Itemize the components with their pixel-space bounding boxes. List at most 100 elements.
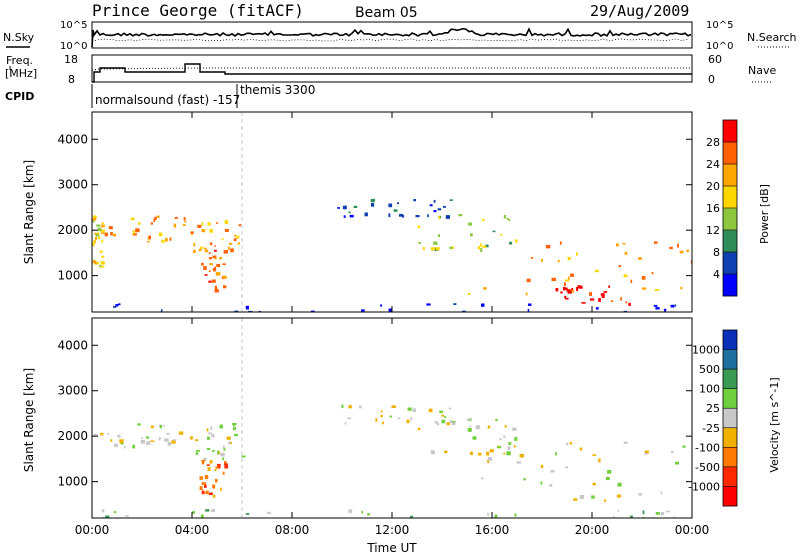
scatter-cell [438,215,441,220]
scatter-cell [654,289,660,291]
scatter-cell [361,510,364,514]
scatter-cell [183,217,186,221]
scatter-cell [436,423,440,426]
scatter-cell [234,310,239,312]
scatter-cell [174,217,178,219]
colorbar-segment [723,427,737,448]
scatter-cell [203,457,207,461]
scatter-cell [565,466,568,469]
scatter-cell [508,219,511,222]
scatter-cell [407,407,412,411]
scatter-cell [610,300,613,302]
scatter-cell [503,214,507,219]
velocity-y-axis: 1000 2000 3000 4000 [57,338,692,489]
scatter-cell [380,415,383,418]
scatter-cell [195,450,200,452]
scatter-cell [154,216,157,221]
scatter-cell [481,303,485,307]
freq-left-tick-high: 18 [64,53,78,66]
scatter-cell [472,436,477,440]
scatter-cell [589,298,595,301]
colorbar-segment [723,186,737,209]
scatter-cell [579,285,583,289]
scatter-cell [422,247,425,250]
scatter-cell [437,234,440,237]
scatter-cell [675,461,679,465]
scatter-cell [623,274,628,278]
scatter-cell [618,265,621,268]
scatter-cell [201,222,204,226]
scatter-cell [495,418,498,421]
scatter-cell [197,224,202,228]
scatter-cell [223,250,226,254]
scatter-cell [655,512,660,515]
scatter-cell [487,512,489,516]
colorbar-segment [723,252,737,275]
scatter-cell [169,237,172,241]
scatter-cell [93,243,95,247]
scatter-cell [569,442,572,445]
scatter-cell [92,259,96,264]
scatter-cell [120,442,124,445]
scatter-cell [104,232,108,237]
scatter-cell [680,286,683,290]
scatter-cell [673,516,676,518]
scatter-cell [564,279,570,282]
scatter-cell [427,214,429,218]
nave-right-tick-low: 0 [708,73,715,86]
scatter-cell [418,242,421,244]
nave-line [91,67,692,71]
scatter-cell [204,475,209,479]
scatter-cell [617,482,622,487]
scatter-cell [380,304,382,307]
scatter-cell [115,304,119,307]
velocity-colorbar-label: Velocity [m s^-1] [768,377,781,472]
scatter-cell [224,465,229,469]
frequency-line [92,63,692,83]
scatter-cell [214,249,217,252]
noise-panel: N.Sky 10^5 10^0 10^5 10^0 N.Search [3,20,797,52]
scatter-cell [192,511,195,514]
scatter-cell [223,463,228,466]
scatter-cell [630,279,633,283]
scatter-cell [549,484,553,487]
scatter-cell [124,445,126,449]
scatter-cell [190,231,194,234]
scatter-cell [204,274,208,276]
scatter-cell [591,495,595,499]
scatter-cell [110,439,113,442]
scatter-cell [113,305,117,308]
scatter-cell [567,256,571,261]
scatter-cell [214,469,217,471]
scatter-cell [108,226,113,230]
scatter-cell [500,234,503,236]
scatter-cell [207,436,210,440]
scatter-cell [203,266,207,270]
scatter-cell [267,511,271,515]
scatter-cell [616,243,619,247]
scatter-cell [466,418,472,421]
scatter-cell [388,308,392,312]
scatter-cell [210,426,213,430]
scatter-cell [530,256,533,259]
scatter-cell [638,493,642,496]
scatter-cell [216,222,219,224]
scatter-cell [406,419,410,424]
scatter-cell [101,222,104,224]
y-tick-label: 3000 [57,384,88,398]
scatter-cell [310,310,315,312]
scatter-cell [483,287,487,290]
scatter-cell [503,435,506,438]
scatter-cell [467,427,472,432]
scatter-cell [201,262,204,266]
scatter-cell [509,241,513,245]
scatter-cell [93,433,98,436]
scatter-cell [579,495,584,499]
scatter-cell [214,245,216,247]
scatter-cell [353,205,358,208]
scatter-cell [221,238,224,241]
scatter-cell [92,242,94,246]
scatter-cell [96,224,101,227]
scatter-cell [178,431,184,435]
